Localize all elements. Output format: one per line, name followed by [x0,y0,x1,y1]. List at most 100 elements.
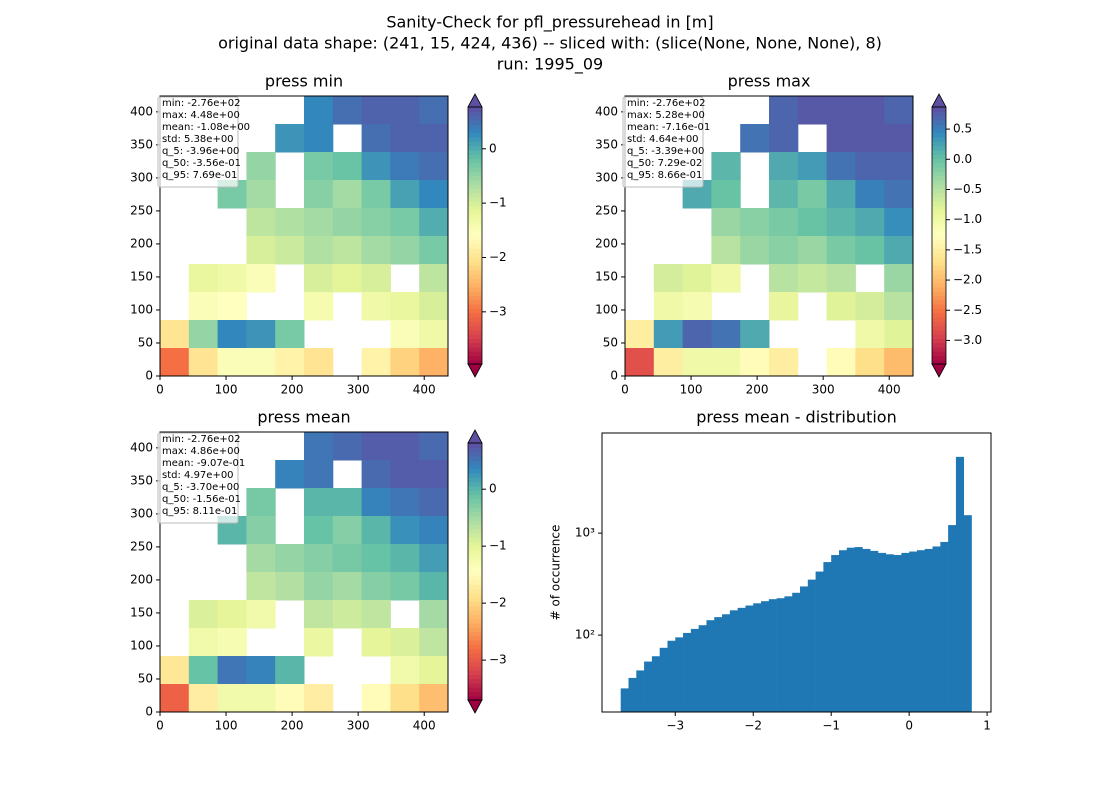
heatmap-cell [246,180,276,209]
heatmap-cell [361,544,391,573]
heatmap-cell [390,516,420,545]
heatmap-cell [332,572,363,601]
heatmap-cell [160,320,190,349]
colorbar-segment [468,119,482,125]
heatmap-cell [217,292,247,321]
colorbar-segment [932,248,946,254]
colorbar-segment [468,166,482,172]
colorbar-segment [468,248,482,254]
colorbar-segment [468,494,482,500]
histogram-bar [651,656,660,712]
colorbar-segment [468,308,482,314]
heatmap-cell [304,488,334,517]
colorbar-segment [932,244,946,249]
axes-frame [159,431,449,713]
histogram-bar [807,579,816,712]
stats-text: q_95: 7.69e-01 [162,170,237,181]
heatmap-cell [855,124,885,153]
histogram-bar [729,610,738,712]
heatmap-cell [361,684,391,712]
heatmap-cell [769,96,799,125]
y-tick-label: 300 [595,170,618,184]
heatmap-cell [826,264,856,293]
y-tick-label: 100 [595,302,618,316]
heatmap-cell [246,572,276,601]
axes-title: press max [728,72,811,91]
colorbar-segment [468,460,482,466]
heatmap-cell [246,488,276,517]
heatmap-cell [160,684,190,712]
colorbar-segment [468,184,482,189]
colorbar-frame [931,106,947,365]
axes-title: press mean [257,408,350,427]
y-tick-label: 100 [130,302,153,316]
y-tick-label: 10³ [575,526,595,540]
heatmap-cell [419,320,448,349]
colorbar-segment [468,282,482,288]
colorbar-segment [932,149,946,155]
colorbar-segment [932,214,946,219]
colorbar-segment [932,188,946,194]
colorbar-segment [932,291,946,297]
colorbar-segment [468,295,482,301]
colorbar-segment [932,132,946,138]
histogram-bar [846,547,855,712]
colorbar-segment [468,265,482,271]
colorbar-segment [468,635,482,641]
colorbar-segment [468,532,482,538]
colorbar-tick-label: −0.5 [953,182,982,196]
y-tick-label: 50 [138,335,153,349]
colorbar-segment [468,278,482,284]
colorbar-segment [932,346,946,352]
heatmap-cell [246,152,276,181]
heatmap-cell [390,124,420,153]
heatmap-cell [855,292,885,321]
colorbar-segment [468,218,482,224]
colorbar-frame [467,106,483,365]
heatmap-cell [361,600,391,629]
colorbar-segment [468,115,482,121]
x-tick-label: 100 [680,383,703,397]
colorbar-segment [468,132,482,138]
stats-text: std: 5.38e+00 [162,134,234,145]
heatmap-cell [188,292,219,321]
colorbar-tick-label: −1 [489,539,507,553]
x-tick-label: 100 [215,719,238,733]
y-tick-label: 400 [130,440,153,454]
heatmap-cell [304,180,334,209]
y-tick-label: 350 [130,137,153,151]
colorbar-segment [468,231,482,237]
colorbar-segment [468,631,482,637]
y-tick-label: 10² [575,628,595,642]
heatmap-cell [884,208,913,237]
y-tick-label: 150 [130,605,153,619]
colorbar-segment [932,111,946,117]
colorbar-segment [468,485,482,491]
heatmap-cell [275,460,305,489]
heatmap-cell [653,292,684,321]
colorbar-segment [932,295,946,301]
heatmap-cell [884,180,913,209]
colorbar-segment [932,124,946,130]
heatmap-cell [390,236,420,265]
histogram-bar [761,601,770,712]
histogram-bar [893,555,902,712]
heatmap-cell [855,320,885,349]
stats-text: q_95: 8.66e-01 [627,170,702,181]
figure-title: Sanity-Check for pfl_pressurehead in [m] [386,13,713,33]
heatmap-cell [275,208,305,237]
heatmap-cell [740,348,770,376]
colorbar-segment [468,537,482,543]
colorbar-segment [468,196,482,202]
heatmap-cell [711,208,741,237]
heatmap-cell [246,516,276,545]
colorbar-segment [468,351,482,357]
heatmap-cell [361,432,391,461]
colorbar-segment [468,524,482,530]
heatmap-cell [419,180,448,209]
colorbar-segment [932,119,946,125]
heatmap-cell [826,348,856,376]
heatmap-cell [275,572,305,601]
